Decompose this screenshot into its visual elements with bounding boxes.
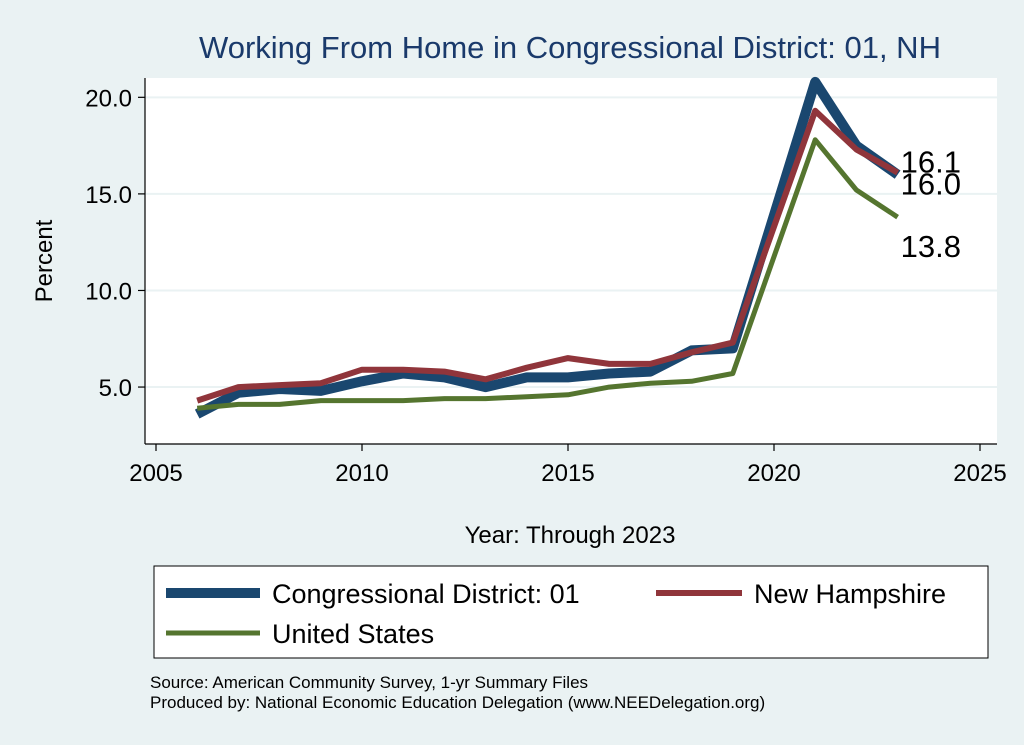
source-note: Source: American Community Survey, 1-yr … — [150, 673, 588, 692]
x-axis-ticks: 2005 2010 2015 2020 2025 — [129, 444, 1007, 487]
y-tick-label: 20.0 — [85, 85, 132, 112]
series-line — [196, 107, 900, 404]
producer-note: Produced by: National Economic Education… — [150, 693, 765, 712]
x-tick-label: 2025 — [953, 460, 1006, 487]
series-lines — [194, 76, 901, 419]
y-axis-title: Percent — [31, 219, 58, 302]
legend-label: New Hampshire — [754, 579, 946, 609]
x-tick-label: 2010 — [335, 460, 388, 487]
y-tick-label: 10.0 — [85, 278, 132, 305]
legend-items: Congressional District: 01 New Hampshire U… — [166, 579, 946, 649]
legend-box — [153, 565, 989, 659]
legend-label: Congressional District: 01 — [272, 579, 580, 609]
legend-label: United States — [272, 619, 434, 649]
end-value-label: 13.8 — [901, 229, 961, 264]
series-line — [196, 137, 899, 411]
end-value-label: 16.1 — [901, 145, 961, 180]
end-value-label: 16.0 — [901, 167, 961, 202]
x-axis-title: Year: Through 2023 — [465, 522, 676, 549]
y-tick-label: 5.0 — [99, 375, 132, 402]
y-tick-label: 15.0 — [85, 182, 132, 209]
y-axis-ticks: 5.0 10.0 15.0 20.0 — [85, 85, 145, 402]
x-tick-label: 2015 — [541, 460, 594, 487]
chart-title: Working From Home in Congressional Distr… — [199, 30, 941, 65]
x-tick-label: 2020 — [747, 460, 800, 487]
legend: Congressional District: 01 New Hampshire U… — [153, 565, 989, 659]
x-tick-label: 2005 — [129, 460, 182, 487]
end-labels: 16.016.1 13.8 — [901, 145, 961, 264]
